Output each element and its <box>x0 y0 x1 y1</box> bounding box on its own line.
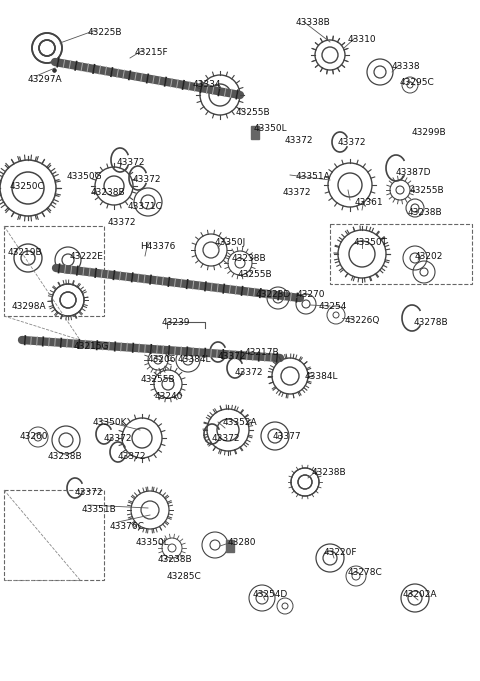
Text: 43384L: 43384L <box>178 355 212 364</box>
Text: 43220F: 43220F <box>324 548 358 557</box>
Text: 43238B: 43238B <box>232 254 266 263</box>
Text: 43372: 43372 <box>104 434 132 443</box>
Text: 43377: 43377 <box>273 432 301 441</box>
Text: 43222E: 43222E <box>70 252 104 261</box>
Bar <box>251 126 259 139</box>
Text: 43338B: 43338B <box>296 18 331 27</box>
Text: 43226Q: 43226Q <box>345 316 380 325</box>
Text: 43372: 43372 <box>338 138 367 147</box>
Text: 43372: 43372 <box>133 175 161 184</box>
Text: 43387D: 43387D <box>396 168 432 177</box>
Bar <box>226 540 234 552</box>
Text: 43206: 43206 <box>148 355 177 364</box>
Text: 43239: 43239 <box>162 318 191 327</box>
Text: 43350G: 43350G <box>67 172 103 181</box>
Text: 43372: 43372 <box>212 434 240 443</box>
Text: 43238B: 43238B <box>408 208 443 217</box>
Text: 43295C: 43295C <box>400 78 435 87</box>
Text: 43372: 43372 <box>235 368 264 377</box>
Text: 43350L: 43350L <box>136 538 169 547</box>
Text: 43372: 43372 <box>218 352 247 361</box>
Text: 43350L: 43350L <box>254 124 288 133</box>
Text: 43350J: 43350J <box>215 238 246 247</box>
Text: 43255B: 43255B <box>236 108 271 117</box>
Bar <box>4 226 104 316</box>
Text: 43240: 43240 <box>155 392 183 401</box>
Text: 43376C: 43376C <box>110 522 145 531</box>
Text: 43372: 43372 <box>285 136 313 145</box>
Text: 43278B: 43278B <box>414 318 449 327</box>
Text: 43299B: 43299B <box>412 128 446 137</box>
Text: 43371C: 43371C <box>128 202 163 211</box>
Text: 43278C: 43278C <box>348 568 383 577</box>
Text: 43351B: 43351B <box>82 505 117 514</box>
Text: 43255B: 43255B <box>141 375 176 384</box>
Text: 43372: 43372 <box>283 188 312 197</box>
Text: 43372: 43372 <box>108 218 136 227</box>
Text: 43280: 43280 <box>228 538 256 547</box>
Text: 43217B: 43217B <box>245 348 280 357</box>
Text: 43350T: 43350T <box>354 238 388 247</box>
Text: 43372: 43372 <box>118 452 146 461</box>
Text: 43334: 43334 <box>193 80 221 89</box>
Text: 43238B: 43238B <box>91 188 126 197</box>
Text: 43260: 43260 <box>20 432 48 441</box>
Text: 43215G: 43215G <box>74 342 109 351</box>
Text: 43372: 43372 <box>117 158 145 167</box>
Text: 43352A: 43352A <box>223 418 258 427</box>
Text: 43255B: 43255B <box>238 270 273 279</box>
Text: 43298A: 43298A <box>12 302 47 311</box>
Text: 43384L: 43384L <box>305 372 338 381</box>
Text: 43270: 43270 <box>297 290 325 299</box>
Text: 43238B: 43238B <box>48 452 83 461</box>
Text: 43219B: 43219B <box>8 248 43 257</box>
Text: 43351A: 43351A <box>296 172 331 181</box>
Text: 43238B: 43238B <box>158 555 192 564</box>
Bar <box>330 224 472 284</box>
Text: 43202: 43202 <box>415 252 444 261</box>
Text: 43297A: 43297A <box>28 75 62 84</box>
Text: 43310: 43310 <box>348 35 377 44</box>
Text: 43215F: 43215F <box>135 48 168 57</box>
Text: 43225B: 43225B <box>88 28 122 37</box>
Text: 43255B: 43255B <box>410 186 444 195</box>
Text: 43254: 43254 <box>319 302 348 311</box>
Text: 43285C: 43285C <box>167 572 202 581</box>
Text: 43361: 43361 <box>355 198 384 207</box>
Text: 43238B: 43238B <box>312 468 347 477</box>
Text: 43350K: 43350K <box>93 418 128 427</box>
Text: H43376: H43376 <box>140 242 175 251</box>
Text: 43223D: 43223D <box>256 290 291 299</box>
Bar <box>4 490 104 580</box>
Text: 43250C: 43250C <box>10 182 45 191</box>
Text: 43372: 43372 <box>75 488 104 497</box>
Text: 43202A: 43202A <box>403 590 437 599</box>
Text: 43254D: 43254D <box>253 590 288 599</box>
Text: 43338: 43338 <box>392 62 420 71</box>
